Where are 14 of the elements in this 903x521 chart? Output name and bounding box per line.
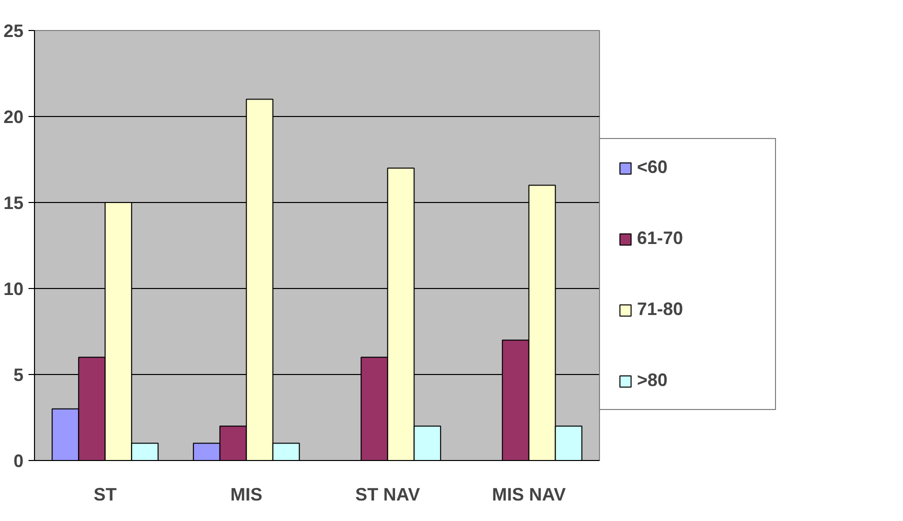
x-tick-label: MIS NAV xyxy=(492,484,566,504)
legend-label: <60 xyxy=(637,157,669,178)
legend-label: >80 xyxy=(637,370,669,391)
x-tick-label: MIS xyxy=(230,484,262,504)
y-tick-label: 20 xyxy=(3,107,24,127)
y-tick-label: 5 xyxy=(13,365,24,385)
y-tick-label: 0 xyxy=(13,451,24,471)
legend-label: 61-70 xyxy=(637,228,684,249)
y-tick-label: 15 xyxy=(3,193,24,213)
y-tick-label: 10 xyxy=(3,279,24,299)
x-tick-label: ST NAV xyxy=(355,484,420,504)
x-tick-label: ST xyxy=(94,484,117,504)
y-tick-label: 25 xyxy=(3,21,24,41)
legend-label: 71-80 xyxy=(637,299,684,320)
